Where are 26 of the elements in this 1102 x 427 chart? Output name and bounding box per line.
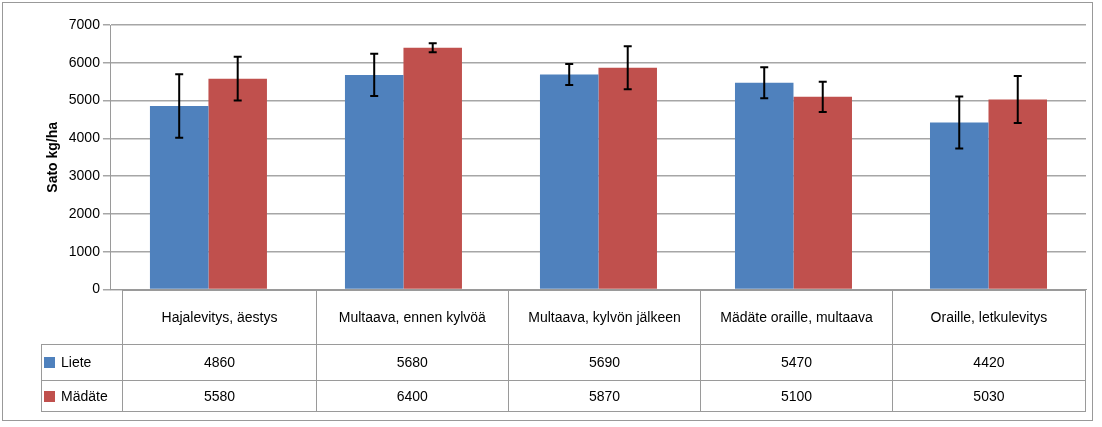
- legend-label: Liete: [41, 344, 123, 381]
- x-tick-label: Multaava, kylvön jälkeen: [508, 290, 701, 345]
- data-label: 4860: [122, 344, 317, 381]
- data-label: 6400: [316, 380, 509, 412]
- y-tick-label: 5000: [68, 91, 101, 108]
- y-tick-label: 7000: [68, 15, 101, 32]
- legend-label: Mädäte: [41, 380, 123, 412]
- y-tick-label: 3000: [68, 167, 101, 184]
- y-tick-label: 0: [92, 280, 101, 297]
- y-tick-label: 6000: [68, 53, 101, 70]
- y-axis-title: Sato kg/ha: [44, 121, 61, 193]
- data-label: 5680: [316, 344, 509, 381]
- data-label: 4420: [892, 344, 1086, 381]
- data-label: 5580: [122, 380, 317, 412]
- data-label: 5870: [508, 380, 701, 412]
- x-tick-label: Oraille, letkulevitys: [892, 290, 1086, 345]
- y-tick-label: 4000: [68, 129, 101, 146]
- data-label: 5470: [700, 344, 893, 381]
- x-tick-label: Hajalevitys, äestys: [122, 290, 317, 345]
- data-label: 5690: [508, 344, 701, 381]
- data-label: 5030: [892, 380, 1086, 412]
- y-tick-label: 1000: [68, 242, 101, 259]
- y-tick-label: 2000: [68, 204, 101, 221]
- data-label: 5100: [700, 380, 893, 412]
- x-tick-label: Multaava, ennen kylvöä: [316, 290, 509, 345]
- x-tick-label: Mädäte oraille, multaava: [700, 290, 893, 345]
